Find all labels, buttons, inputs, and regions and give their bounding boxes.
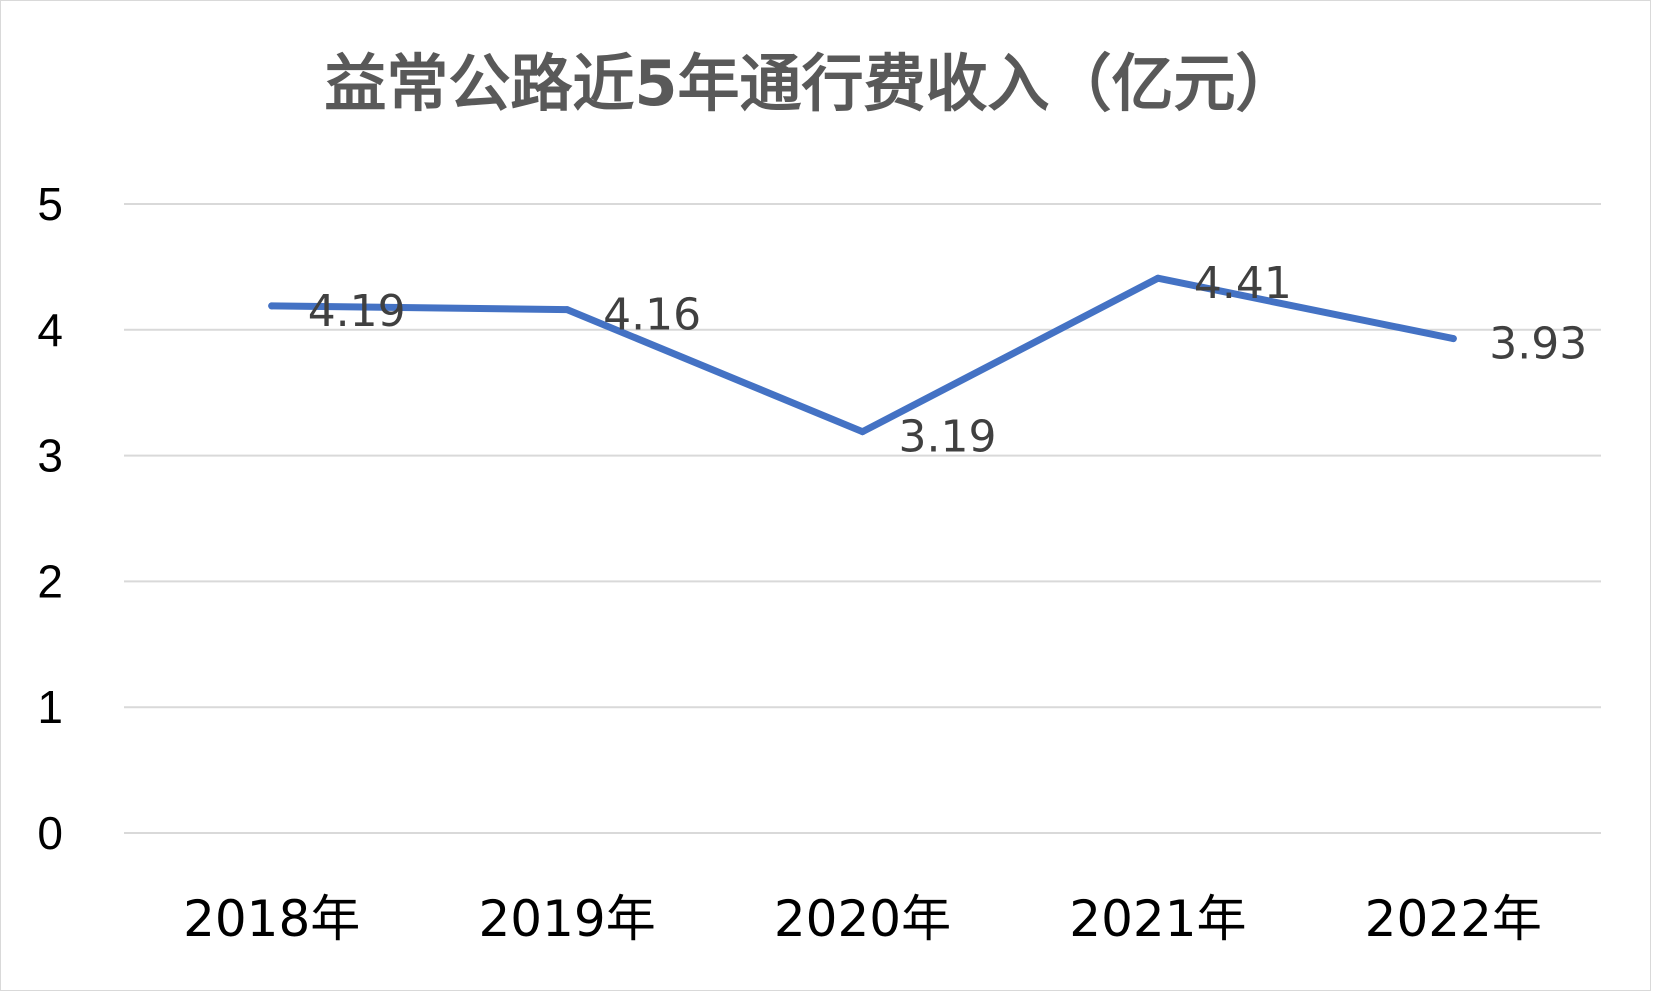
data-labels: 4.19 4.16 3.19 4.41 3.93 [308, 258, 1588, 462]
y-tick-label: 3 [37, 430, 63, 482]
x-tick-label: 2018年 [183, 890, 360, 948]
x-axis-ticks: 2018年 2019年 2020年 2021年 2022年 [183, 890, 1542, 948]
data-point [268, 302, 276, 310]
x-tick-label: 2022年 [1365, 890, 1542, 948]
y-tick-label: 5 [37, 178, 63, 230]
data-label: 4.41 [1194, 258, 1292, 309]
y-tick-label: 0 [37, 807, 63, 859]
x-tick-label: 2020年 [774, 890, 951, 948]
data-point [1154, 274, 1162, 282]
data-label: 3.19 [899, 412, 997, 463]
y-axis-ticks: 0 1 2 3 4 5 [37, 178, 63, 859]
y-tick-label: 4 [37, 304, 63, 356]
data-point [859, 428, 866, 436]
x-tick-label: 2019年 [478, 890, 655, 948]
y-tick-label: 2 [37, 555, 63, 607]
y-tick-label: 1 [37, 681, 63, 733]
x-tick-label: 2021年 [1069, 890, 1246, 948]
data-point [563, 306, 571, 314]
data-label: 3.93 [1489, 319, 1587, 370]
series-layer [268, 274, 1457, 436]
data-point [1449, 335, 1457, 343]
data-label: 4.19 [308, 286, 406, 337]
data-label: 4.16 [603, 290, 701, 341]
grid-layer [124, 203, 1601, 834]
chart-title: 益常公路近5年通行费收入（亿元） [324, 47, 1297, 120]
